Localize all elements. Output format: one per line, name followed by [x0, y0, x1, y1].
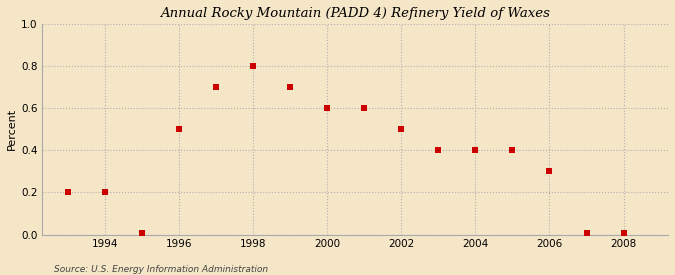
Point: [581, 230, 592, 235]
Point: [396, 127, 406, 131]
Point: [99, 190, 110, 195]
Title: Annual Rocky Mountain (PADD 4) Refinery Yield of Waxes: Annual Rocky Mountain (PADD 4) Refinery …: [160, 7, 550, 20]
Point: [544, 169, 555, 174]
Point: [173, 127, 184, 131]
Point: [211, 85, 221, 89]
Point: [618, 230, 629, 235]
Point: [322, 106, 333, 110]
Point: [285, 85, 296, 89]
Y-axis label: Percent: Percent: [7, 108, 17, 150]
Point: [470, 148, 481, 153]
Point: [507, 148, 518, 153]
Point: [433, 148, 443, 153]
Point: [62, 190, 73, 195]
Point: [248, 64, 259, 68]
Point: [136, 230, 147, 235]
Text: Source: U.S. Energy Information Administration: Source: U.S. Energy Information Administ…: [54, 265, 268, 274]
Point: [359, 106, 370, 110]
